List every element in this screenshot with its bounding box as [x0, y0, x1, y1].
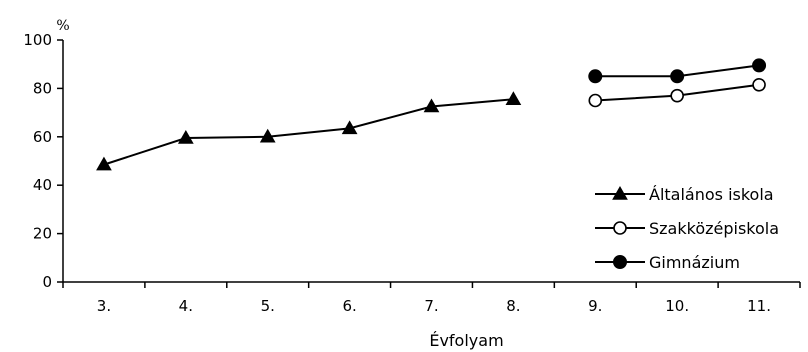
series-3 — [588, 58, 767, 84]
legend-marker — [613, 221, 627, 235]
data-point — [752, 77, 766, 92]
data-point — [670, 88, 684, 103]
x-tick-label: 3. — [97, 297, 111, 315]
legend-label: Általános iskola — [649, 185, 774, 204]
y-tick-label: 60 — [33, 128, 52, 146]
x-tick-label: 8. — [506, 297, 520, 315]
data-point — [588, 69, 603, 84]
data-point — [96, 156, 112, 171]
series-layer — [96, 58, 767, 171]
legend-item: Gimnázium — [595, 253, 740, 272]
data-point — [588, 93, 603, 108]
y-tick-label: 80 — [33, 79, 52, 97]
legend-marker — [613, 255, 627, 269]
x-tick-label: 11. — [747, 297, 771, 315]
x-tick-label: 7. — [424, 297, 438, 315]
data-point — [423, 98, 440, 113]
y-axis-ticks: 0 20 40 60 80 100 — [23, 31, 63, 291]
legend-label: Gimnázium — [649, 253, 740, 272]
y-tick-label: 100 — [23, 31, 52, 49]
data-point — [505, 91, 522, 106]
legend-marker — [612, 185, 628, 200]
data-point — [259, 128, 276, 143]
legend-item: Szakközépiskola — [595, 219, 779, 238]
x-axis-ticks: 3. 4. 5. 6. 7. 8. 9. 10. 11. — [62, 282, 801, 315]
y-axis-unit-label: % — [56, 18, 69, 34]
x-tick-label: 6. — [342, 297, 356, 315]
x-tick-label: 4. — [179, 297, 193, 315]
x-tick-label: 10. — [665, 297, 689, 315]
series-2 — [588, 77, 766, 108]
x-tick-label: 9. — [588, 297, 602, 315]
x-tick-label: 5. — [261, 297, 275, 315]
data-point — [341, 120, 358, 135]
x-axis-title: Évfolyam — [429, 331, 503, 350]
y-tick-label: 40 — [33, 176, 52, 194]
y-tick-label: 0 — [42, 273, 52, 291]
legend: Általános iskola Szakközépiskola Gimnázium — [595, 185, 779, 272]
data-point — [177, 130, 194, 144]
series-line — [103, 98, 514, 166]
y-tick-label: 20 — [33, 225, 52, 243]
series-1 — [96, 91, 522, 171]
data-point — [670, 69, 685, 84]
legend-item: Általános iskola — [595, 185, 774, 204]
data-point — [752, 58, 767, 73]
legend-label: Szakközépiskola — [649, 219, 779, 238]
